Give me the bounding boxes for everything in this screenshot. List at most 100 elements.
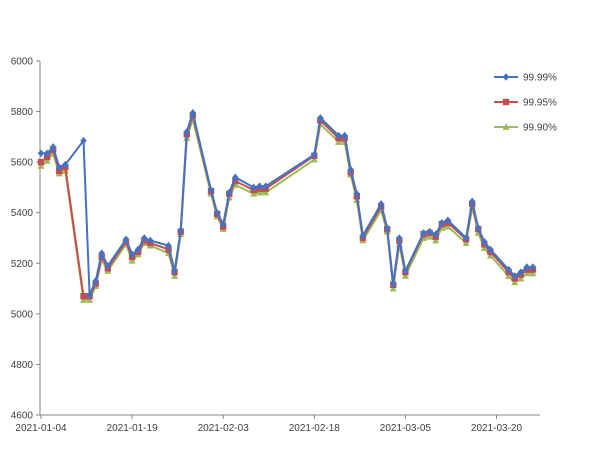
data-point-marker [262, 182, 269, 190]
data-point-marker [80, 296, 88, 303]
series-lines [37, 109, 537, 303]
y-tick-label: 5600 [11, 158, 34, 169]
data-point-marker [390, 279, 397, 288]
x-tick-label: 2021-01-19 [107, 423, 159, 434]
data-point-marker [250, 183, 257, 192]
data-point-marker [486, 252, 494, 259]
data-point-marker [62, 160, 69, 169]
data-point-marker [517, 268, 524, 276]
legend-item: 99.99% [494, 73, 557, 84]
data-point-marker [256, 188, 264, 196]
data-point-marker [359, 231, 367, 240]
data-point-marker [262, 188, 270, 196]
data-point-marker [189, 109, 197, 117]
data-point-marker [353, 189, 361, 198]
legend-label: 99.99% [523, 73, 557, 84]
data-point-marker [511, 272, 518, 280]
data-point-marker [444, 222, 452, 230]
data-point-marker [49, 143, 57, 151]
legend-label: 99.95% [523, 98, 557, 109]
data-point-marker [226, 188, 233, 197]
data-point-marker [165, 241, 172, 250]
data-point-marker [43, 149, 51, 158]
data-point-marker [480, 244, 488, 252]
legend-item: 99.90% [494, 123, 557, 134]
series-2 [37, 112, 537, 300]
data-point-marker [310, 155, 318, 163]
data-point-marker [171, 272, 179, 279]
axes: 4600 4800 5000 5200 5400 5600 5800 6000 2021-01-… [11, 57, 540, 434]
y-tick-label: 4600 [11, 411, 34, 422]
data-point-marker [311, 150, 318, 159]
y-tick-label: 4800 [11, 360, 34, 371]
data-point-marker [420, 229, 427, 237]
data-point-marker [250, 190, 258, 197]
data-point-marker [426, 233, 434, 240]
data-point-marker [183, 128, 190, 136]
data-point-marker [86, 296, 94, 303]
data-point-marker [80, 292, 87, 300]
data-point-marker [444, 216, 452, 225]
data-point-marker [128, 257, 136, 264]
data-point-marker [523, 263, 531, 271]
y-tick-label: 5800 [11, 107, 34, 118]
data-point-marker [37, 162, 45, 169]
data-point-marker [511, 278, 519, 286]
legend-item: 99.95% [494, 98, 557, 109]
data-point-marker [402, 267, 409, 275]
data-point-marker [426, 227, 433, 236]
data-point-marker [213, 208, 221, 217]
data-point-marker [523, 269, 531, 277]
y-tick-label: 5000 [11, 309, 34, 320]
series-1 [37, 109, 537, 299]
data-point-marker [462, 239, 470, 246]
data-point-marker [134, 245, 142, 254]
data-point-marker [341, 131, 348, 140]
x-tick-label: 2021-02-18 [289, 423, 341, 434]
data-point-marker [438, 219, 446, 227]
data-point-marker [122, 235, 130, 244]
legend-marker [502, 73, 510, 81]
data-point-marker [92, 277, 99, 285]
data-point-marker [147, 236, 154, 245]
data-point-marker [86, 291, 93, 299]
y-tick-label: 6000 [11, 57, 34, 68]
data-point-marker [462, 234, 470, 242]
data-point-marker [432, 230, 439, 239]
data-point-marker [98, 249, 105, 257]
data-point-marker [128, 250, 136, 259]
data-point-marker [432, 236, 440, 244]
data-point-marker [335, 138, 343, 145]
series-line [40, 114, 533, 298]
series-3 [37, 115, 537, 303]
data-point-marker [219, 220, 227, 228]
data-point-marker [37, 158, 45, 166]
data-point-marker [256, 182, 263, 190]
data-point-marker [505, 272, 513, 279]
x-tick-label: 2021-03-05 [380, 423, 432, 434]
data-point-marker [377, 200, 385, 208]
data-point-marker [207, 186, 215, 194]
data-point-marker [317, 114, 324, 122]
data-point-marker [468, 197, 476, 206]
x-tick-label: 2021-03-20 [471, 423, 523, 434]
data-point-marker [43, 157, 51, 164]
data-point-marker [505, 265, 512, 274]
data-point-marker [389, 284, 397, 292]
data-point-marker [529, 263, 537, 271]
data-point-marker [529, 269, 537, 277]
data-point-marker [37, 149, 45, 158]
data-point-marker [481, 237, 488, 246]
legend-marker [502, 98, 510, 106]
x-tick-label: 2021-01-04 [15, 423, 67, 434]
series-line [40, 118, 533, 301]
data-point-marker [347, 165, 354, 174]
data-point-marker [335, 131, 342, 140]
x-tick-label: 2021-02-03 [198, 423, 250, 434]
data-point-marker [487, 245, 494, 254]
data-point-marker [171, 267, 178, 275]
data-point-marker [517, 274, 525, 282]
data-point-marker [80, 136, 87, 145]
data-point-marker [232, 173, 239, 182]
